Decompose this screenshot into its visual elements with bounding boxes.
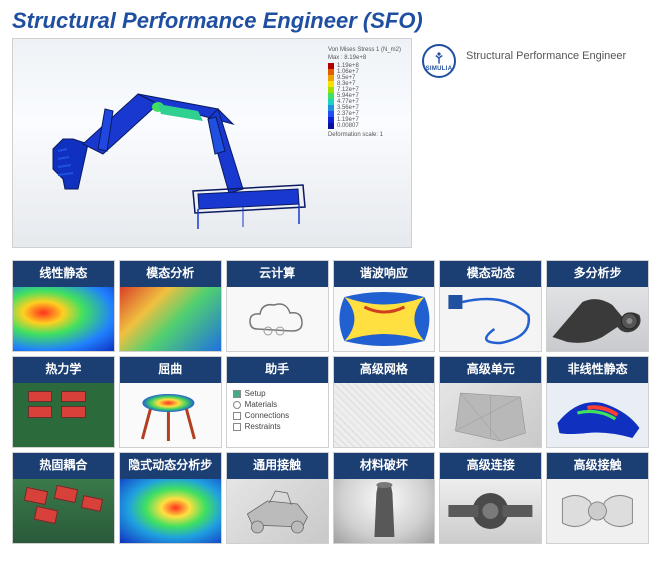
card-body <box>120 383 221 447</box>
card-thumbnail <box>440 479 541 543</box>
card-body <box>547 479 648 543</box>
feature-card[interactable]: 云计算 <box>226 260 329 352</box>
assist-setup: Setup <box>233 389 322 398</box>
card-body <box>13 383 114 447</box>
card-label: 高级网格 <box>334 357 435 383</box>
feature-card[interactable]: 材料破坏 <box>333 452 436 544</box>
legend-max: Max : 8.19e+8 <box>328 55 401 61</box>
feature-card[interactable]: 隐式动态分析步 <box>119 452 222 544</box>
feature-card[interactable]: 高级网格 <box>333 356 436 448</box>
feature-card[interactable]: 高级单元 <box>439 356 542 448</box>
card-body <box>334 287 435 351</box>
card-label: 线性静态 <box>13 261 114 287</box>
card-thumbnail <box>547 383 648 447</box>
card-thumbnail <box>334 287 435 351</box>
card-body <box>334 479 435 543</box>
card-body <box>13 287 114 351</box>
card-thumbnail <box>13 479 114 543</box>
feature-card[interactable]: 通用接触 <box>226 452 329 544</box>
feature-card[interactable]: 热固耦合 <box>12 452 115 544</box>
simulia-label: SIMULIA <box>426 66 453 72</box>
card-label: 云计算 <box>227 261 328 287</box>
card-label: 隐式动态分析步 <box>120 453 221 479</box>
card-label: 模态动态 <box>440 261 541 287</box>
card-label: 屈曲 <box>120 357 221 383</box>
card-body <box>13 479 114 543</box>
page-title: Structural Performance Engineer (SFO) <box>12 8 649 34</box>
feature-card[interactable]: 高级连接 <box>439 452 542 544</box>
card-thumbnail <box>13 287 114 351</box>
feature-card[interactable]: 屈曲 <box>119 356 222 448</box>
card-body <box>547 383 648 447</box>
simulia-logo: SIMULIA <box>422 44 456 78</box>
card-body <box>120 479 221 543</box>
card-body <box>440 479 541 543</box>
feature-card[interactable]: 非线性静态 <box>546 356 649 448</box>
feature-grid: 线性静态模态分析云计算谐波响应模态动态多分析步热力学屈曲助手 Setup Mater… <box>0 256 661 556</box>
feature-card[interactable]: 模态分析 <box>119 260 222 352</box>
legend-swatch <box>328 123 334 129</box>
legend-row: 0.00807 <box>328 123 401 129</box>
card-thumbnail <box>227 479 328 543</box>
card-thumbnail <box>120 287 221 351</box>
excavator-model <box>43 59 323 239</box>
legend-footer: Deformation scale: 1 <box>328 132 401 138</box>
feature-card[interactable]: 模态动态 <box>439 260 542 352</box>
card-thumbnail <box>440 287 541 351</box>
card-label: 高级单元 <box>440 357 541 383</box>
hero-viewport: Von Mises Stress 1 (N_m2) Max : 8.19e+8 … <box>12 38 412 248</box>
card-thumbnail <box>334 383 435 447</box>
card-thumbnail <box>334 479 435 543</box>
card-label: 非线性静态 <box>547 357 648 383</box>
feature-card[interactable]: 多分析步 <box>546 260 649 352</box>
card-thumbnail: Setup Materials Connections Restraints <box>227 383 328 447</box>
card-body <box>440 383 541 447</box>
legend-value: 0.00807 <box>337 123 359 129</box>
card-thumbnail <box>547 287 648 351</box>
card-label: 模态分析 <box>120 261 221 287</box>
card-label: 通用接触 <box>227 453 328 479</box>
side-product-name: Structural Performance Engineer <box>466 44 626 62</box>
card-body <box>227 479 328 543</box>
assist-materials: Materials <box>233 400 322 409</box>
card-body <box>120 287 221 351</box>
assist-restraints: Restraints <box>233 422 322 431</box>
card-thumbnail <box>120 479 221 543</box>
card-thumbnail <box>227 287 328 351</box>
feature-card[interactable]: 助手 Setup Materials Connections Restraints <box>226 356 329 448</box>
card-label: 材料破坏 <box>334 453 435 479</box>
card-body: Setup Materials Connections Restraints <box>227 383 328 447</box>
card-label: 高级接触 <box>547 453 648 479</box>
legend-title: Von Mises Stress 1 (N_m2) <box>328 47 401 53</box>
feature-card[interactable]: 热力学 <box>12 356 115 448</box>
feature-card[interactable]: 高级接触 <box>546 452 649 544</box>
card-label: 热力学 <box>13 357 114 383</box>
color-legend: Von Mises Stress 1 (N_m2) Max : 8.19e+8 … <box>328 47 401 138</box>
card-label: 热固耦合 <box>13 453 114 479</box>
card-thumbnail <box>440 383 541 447</box>
feature-card[interactable]: 线性静态 <box>12 260 115 352</box>
card-thumbnail <box>13 383 114 447</box>
feature-card[interactable]: 谐波响应 <box>333 260 436 352</box>
card-body <box>440 287 541 351</box>
card-thumbnail <box>547 479 648 543</box>
card-label: 助手 <box>227 357 328 383</box>
card-body <box>334 383 435 447</box>
card-body <box>547 287 648 351</box>
card-label: 多分析步 <box>547 261 648 287</box>
card-label: 谐波响应 <box>334 261 435 287</box>
card-label: 高级连接 <box>440 453 541 479</box>
assist-connections: Connections <box>233 411 322 420</box>
card-thumbnail <box>120 383 221 447</box>
card-body <box>227 287 328 351</box>
